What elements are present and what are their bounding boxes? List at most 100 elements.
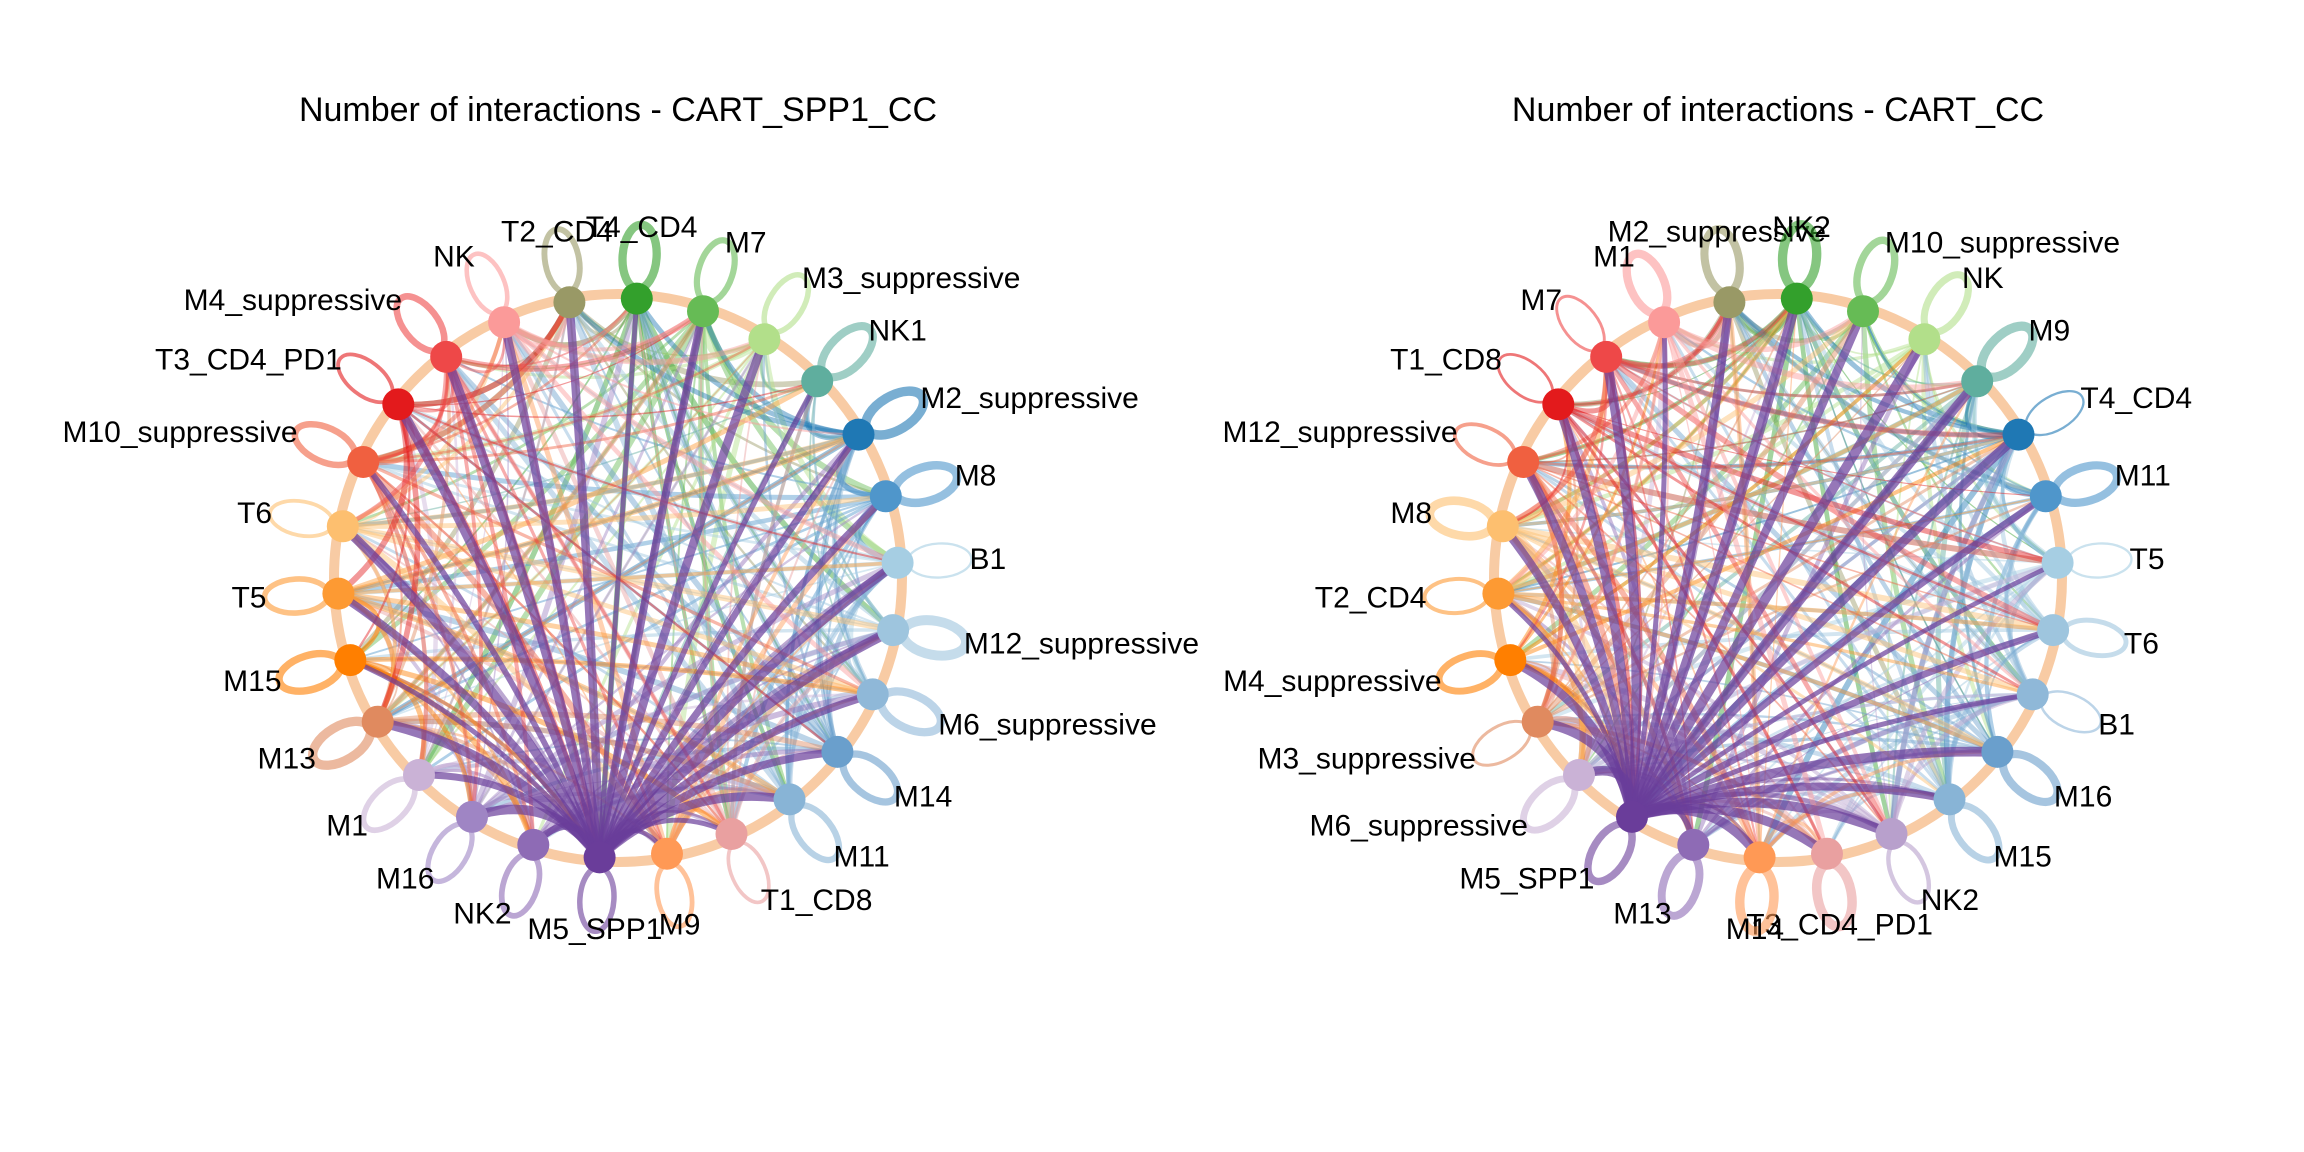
node-label: M12_suppressive [964, 628, 1199, 661]
interaction-edge [1862, 310, 2047, 498]
interaction-edge [1558, 301, 1731, 407]
interaction-edge [566, 301, 793, 801]
interaction-edge [416, 309, 706, 777]
interaction-edge [1661, 321, 1830, 855]
node-m6-suppressive [1563, 759, 1595, 791]
interaction-edge [1605, 297, 1799, 368]
interaction-edge [377, 718, 791, 802]
node-m13 [1677, 828, 1710, 861]
interaction-edge [1558, 298, 1798, 405]
interaction-edge [362, 336, 766, 465]
node-m4-suppressive [1494, 644, 1527, 677]
node-nk [1908, 323, 1941, 356]
interaction-edge [349, 298, 638, 661]
interaction-edge [567, 300, 818, 388]
node-m7 [1590, 340, 1623, 373]
interaction-edge [1860, 310, 2019, 437]
panel-2-title: Number of interactions - CART_CC [1512, 91, 2044, 129]
interaction-edge [568, 301, 765, 357]
hub-edge [597, 817, 734, 860]
hub-edge [1601, 352, 1642, 822]
interaction-edge [1497, 337, 1926, 596]
interaction-edge [1861, 310, 2054, 631]
node-m2-suppressive [842, 418, 875, 451]
interaction-edge [397, 403, 894, 632]
node-label: M15 [223, 665, 281, 698]
node-m16 [456, 800, 488, 833]
self-loop-m11 [2050, 461, 2122, 507]
interaction-edge [376, 356, 451, 723]
interaction-edge [1662, 321, 1951, 801]
interaction-edge [700, 310, 859, 438]
interaction-edge [1971, 380, 2060, 566]
interaction-edge [445, 301, 571, 368]
hub-edge [596, 378, 820, 861]
hub-edge [597, 296, 640, 860]
interaction-edge [362, 356, 450, 464]
interaction-edge [1522, 297, 1799, 465]
hub-edge [565, 298, 604, 862]
node-m12-suppressive [1507, 446, 1540, 478]
interaction-edge [349, 657, 536, 846]
hub-edge [1627, 334, 1930, 822]
node-m16 [1981, 735, 2014, 768]
node-m4-suppressive [430, 340, 463, 373]
hub-edge [499, 317, 604, 862]
node-label: M14 [894, 781, 952, 814]
interaction-edge [1523, 433, 2019, 469]
interaction-edge [1576, 322, 1667, 776]
interaction-edge [1537, 298, 1798, 723]
node-label: NK2 [1921, 884, 1979, 917]
interaction-edge [418, 338, 766, 776]
hub-edge [1627, 293, 1802, 822]
interaction-edge [362, 321, 507, 465]
interaction-edge [1557, 401, 2059, 566]
node-label: NK [433, 240, 475, 273]
interaction-edge [362, 461, 733, 835]
node-label: M6_suppressive [938, 708, 1156, 741]
interaction-edge [397, 403, 898, 564]
interaction-edge [1794, 298, 1952, 801]
node-label: M5_SPP1 [1459, 862, 1594, 895]
node-label: T2_CD4 [1315, 582, 1427, 615]
node-label: M15 [1994, 840, 2052, 873]
node-label: M5_SPP1 [527, 913, 662, 946]
interaction-edge [567, 300, 859, 438]
node-label: M13 [1613, 898, 1671, 931]
node-label: T6 [237, 497, 272, 530]
interaction-edge [1972, 381, 2059, 565]
node-m1 [1648, 306, 1681, 339]
interaction-edge [1522, 461, 2054, 631]
hub-edge [1627, 307, 1868, 822]
interaction-edge [1984, 495, 2048, 753]
node-label: M3_suppressive [802, 262, 1020, 295]
interaction-edge [418, 769, 535, 846]
node-label: NK [1962, 262, 2004, 295]
interaction-edge [831, 433, 875, 696]
interaction-edge [1796, 298, 1978, 385]
interaction-edge [1922, 339, 2047, 498]
node-t3-cd4-pd1 [382, 388, 415, 421]
interaction-edge [1502, 433, 2019, 528]
interaction-edge [398, 301, 572, 408]
node-b1 [2016, 678, 2049, 711]
hub-edge [1629, 319, 1668, 820]
interaction-edge [1502, 432, 2019, 529]
hub-edge [595, 558, 903, 862]
interaction-edge [1921, 339, 2000, 753]
interaction-edge [2001, 434, 2059, 564]
interaction-edge [377, 495, 887, 723]
node-m7 [687, 295, 719, 328]
interaction-edge [1605, 354, 2019, 438]
interaction-edge [1923, 339, 2059, 564]
interaction-edge [446, 310, 704, 370]
interaction-edge [1501, 356, 1609, 529]
node-label: M8 [955, 459, 997, 492]
node-t4-cd4 [2002, 418, 2035, 451]
interaction-edge [398, 380, 818, 419]
self-loop-b1 [906, 542, 973, 579]
interaction-edge [342, 432, 859, 529]
node-label: M11 [834, 840, 890, 873]
node-label: M6_suppressive [1309, 810, 1527, 843]
